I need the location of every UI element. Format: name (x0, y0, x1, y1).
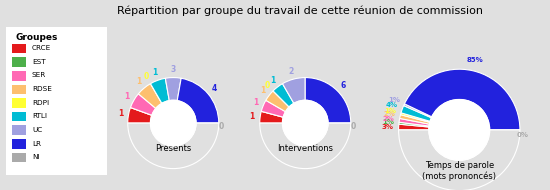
Title: Présents: Présents (155, 144, 191, 153)
Title: Interventions: Interventions (277, 144, 333, 153)
Wedge shape (151, 78, 169, 103)
Wedge shape (130, 94, 156, 115)
Wedge shape (128, 108, 152, 123)
Text: 2%: 2% (383, 111, 395, 117)
Bar (12, 153, 26, 162)
Bar (12, 125, 26, 135)
Text: RDPI: RDPI (32, 100, 49, 106)
Text: RDSE: RDSE (32, 86, 52, 92)
FancyBboxPatch shape (2, 21, 111, 181)
Text: 1: 1 (253, 98, 258, 107)
Text: 1: 1 (118, 109, 123, 118)
Text: RTLI: RTLI (32, 113, 47, 119)
Text: NI: NI (32, 154, 40, 160)
Text: 0: 0 (144, 72, 149, 81)
Wedge shape (166, 78, 181, 101)
Wedge shape (260, 123, 351, 169)
Text: 0: 0 (218, 122, 224, 131)
Wedge shape (399, 124, 429, 130)
Wedge shape (266, 91, 289, 112)
Wedge shape (261, 111, 283, 117)
Wedge shape (401, 106, 431, 121)
Text: EST: EST (32, 59, 46, 65)
Text: 85%: 85% (466, 57, 483, 63)
Circle shape (151, 100, 196, 146)
Wedge shape (260, 111, 283, 123)
Wedge shape (404, 104, 432, 118)
Text: 3: 3 (170, 65, 176, 74)
Wedge shape (273, 84, 294, 107)
Bar (12, 85, 26, 94)
Wedge shape (130, 108, 152, 115)
Bar (12, 71, 26, 81)
Text: 1: 1 (270, 76, 275, 85)
Wedge shape (400, 115, 430, 124)
Wedge shape (139, 84, 162, 108)
Text: 6: 6 (340, 81, 346, 90)
Text: 1%: 1% (388, 97, 400, 103)
Text: 1: 1 (260, 86, 265, 95)
Text: 1: 1 (124, 92, 129, 101)
Text: Répartition par groupe du travail de cette réunion de commission: Répartition par groupe du travail de cet… (117, 6, 483, 16)
Text: 2: 2 (289, 67, 294, 76)
Circle shape (283, 100, 328, 146)
Text: CRCE: CRCE (32, 45, 51, 51)
Circle shape (429, 100, 490, 160)
Text: 1: 1 (136, 78, 141, 86)
Text: 3%: 3% (382, 124, 394, 130)
Wedge shape (283, 78, 305, 103)
Text: 2%: 2% (383, 116, 394, 122)
Text: 1%: 1% (384, 108, 396, 114)
Text: 1%: 1% (382, 119, 394, 125)
Wedge shape (399, 130, 520, 190)
Wedge shape (261, 100, 285, 117)
Wedge shape (399, 118, 430, 126)
Text: LR: LR (32, 141, 41, 146)
Bar (12, 44, 26, 53)
Title: Temps de parole
(mots prononcés): Temps de parole (mots prononcés) (422, 161, 496, 181)
Bar (12, 139, 26, 149)
Bar (12, 98, 26, 108)
Text: UC: UC (32, 127, 42, 133)
Bar (12, 112, 26, 121)
Text: 0: 0 (265, 81, 270, 90)
Wedge shape (404, 69, 520, 130)
Text: Groupes: Groupes (15, 32, 58, 42)
Text: 1: 1 (249, 112, 255, 121)
Text: 4: 4 (212, 84, 217, 93)
Wedge shape (305, 78, 351, 123)
Wedge shape (399, 122, 429, 127)
Wedge shape (177, 78, 219, 123)
Text: SER: SER (32, 72, 46, 78)
Text: 0%: 0% (517, 132, 529, 138)
Wedge shape (400, 113, 430, 122)
Text: 1: 1 (152, 68, 157, 77)
Wedge shape (273, 91, 289, 107)
Bar (12, 57, 26, 67)
Wedge shape (128, 123, 219, 169)
Text: 0: 0 (350, 122, 356, 131)
Wedge shape (151, 84, 162, 103)
Text: 4%: 4% (386, 102, 398, 108)
